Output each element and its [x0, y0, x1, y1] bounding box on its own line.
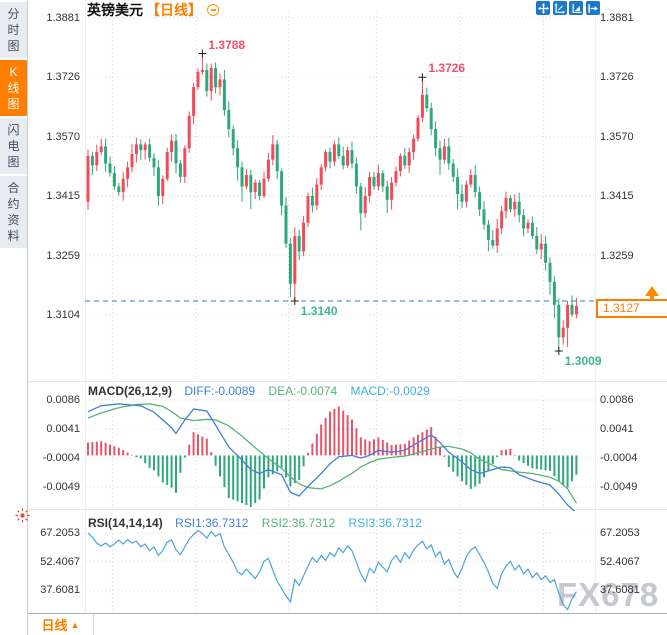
current-price-box: 1.3127 — [596, 299, 667, 318]
chart-toolbar — [536, 1, 600, 15]
macd-title: MACD(26,12,9) — [88, 384, 173, 398]
rsi2-value: RSI2:36.7312 — [261, 516, 336, 530]
watermark: FX678 — [557, 576, 660, 613]
period-dropdown-arrow-icon: ▲ — [70, 619, 80, 630]
bottom-bar: 日线 ▲ — [28, 613, 667, 635]
price-up-arrow-icon — [645, 286, 659, 299]
axis-zoom-icon[interactable] — [569, 1, 583, 15]
collapse-circle-minus-icon[interactable] — [207, 4, 219, 16]
rsi-title: RSI(14,14,14) — [88, 516, 163, 530]
pan-icon[interactable] — [536, 1, 550, 15]
step-forward-icon[interactable] — [585, 1, 600, 15]
macd-dea-value: DEA:-0.0074 — [268, 384, 338, 398]
sidebar-tab-time-chart[interactable]: 分时图 — [0, 2, 27, 58]
sidebar-tab-contract-info[interactable]: 合约资料 — [0, 176, 27, 248]
rsi-panel-separator — [28, 509, 667, 510]
macd-header: MACD(26,12,9) DIFF:-0.0089 DEA:-0.0074 M… — [88, 384, 440, 398]
plot-right-border — [595, 0, 596, 613]
plot-left-border — [85, 0, 86, 613]
zoom-fit-icon[interactable] — [552, 1, 567, 15]
indicator-settings-sun-icon[interactable] — [15, 508, 30, 523]
sidebar-tab-lightning-chart[interactable]: 闪电图 — [0, 118, 27, 174]
period-label: 日线 — [41, 618, 68, 633]
macd-diff-value: DIFF:-0.0089 — [184, 384, 256, 398]
macd-panel-separator — [28, 381, 667, 382]
symbol-name: 英镑美元 — [87, 2, 143, 18]
period-badge: 【日线】 — [146, 2, 202, 18]
rsi1-value: RSI1:36.7312 — [175, 516, 249, 530]
rsi3-value: RSI3:36.7312 — [348, 516, 422, 530]
macd-macd-value: MACD:-0.0029 — [350, 384, 430, 398]
period-selector[interactable]: 日线 ▲ — [28, 614, 94, 635]
chart-title: 英镑美元 【日线】 — [87, 2, 219, 18]
rsi-header: RSI(14,14,14) RSI1:36.7312 RSI2:36.7312 … — [88, 516, 432, 530]
